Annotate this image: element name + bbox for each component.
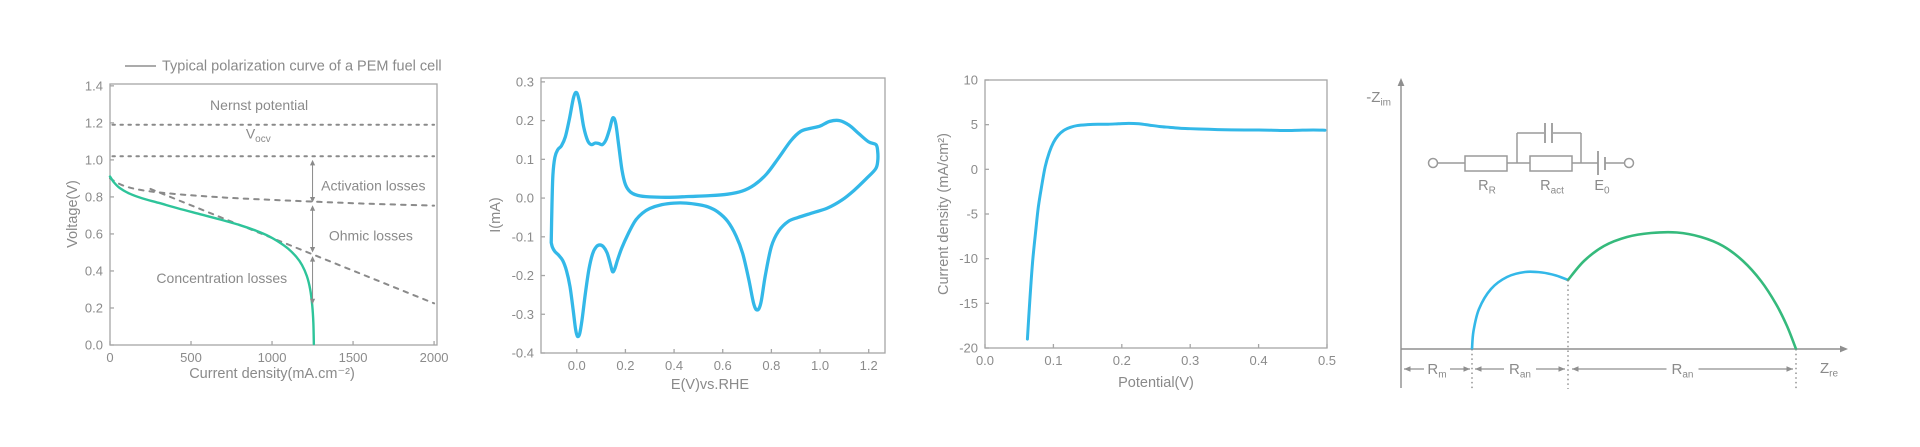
arrow-head [309,159,316,166]
y-tick-label: -0.4 [512,346,534,361]
arrow-head [309,246,316,253]
x-tick-label: 2000 [420,350,449,365]
y-tick-label: 10 [964,73,978,88]
plot-box [540,77,886,354]
arrow-head [1558,366,1565,372]
x-tick-label: 0.2 [1113,353,1131,368]
arrow-head [309,298,316,305]
membrane-arc [1470,270,1570,351]
lsv-curve [1025,121,1327,341]
x-tick-label: 500 [180,350,202,365]
x-tick-label: 1.2 [860,358,878,373]
y-tick-label: 0 [971,162,978,177]
y-tick-label: 0.0 [85,338,103,353]
ohmic-loss-line [149,187,436,305]
y-tick-label: 0.3 [516,74,534,89]
y-tick-label: -15 [959,296,978,311]
x-tick-label: 0.4 [1250,353,1268,368]
x-tick-label: 0.1 [1044,353,1062,368]
x-tick-label: 0.6 [714,358,732,373]
arrow-head [1572,366,1579,372]
y-tick-label: 0.2 [516,113,534,128]
y-tick-label: 0.4 [85,263,103,278]
chart-nyquist-eis: -Zim Zre Rm Ran Ran RR Ract E0 [1366,78,1848,389]
circuit-label: E0 [1594,178,1610,197]
arrow-head [1786,366,1793,372]
y-tick-label: 1.4 [85,78,103,93]
x-tick-label: 0.2 [616,358,634,373]
x-tick-label: 0.0 [568,358,586,373]
y-tick-label: 5 [971,117,978,132]
terminal-circle [1623,157,1635,169]
dim-arrow-label: Rm [1427,361,1446,381]
arrow-head [1404,366,1411,372]
legend-label: Typical polarization curve of a PEM fuel… [162,59,442,75]
annotation: Vocv [246,126,271,146]
x-tick-label: 0.0 [976,353,994,368]
annotation: Concentration losses [156,270,287,286]
arrow-head [309,196,316,203]
anode-arc [1566,230,1798,351]
y-axis-label: -Zim [1366,89,1391,109]
circuit-label: Ract [1540,178,1564,197]
chart-pem-polarization: 0 500 1000 1500 2000 0.0 0.2 0.4 0.6 0.8 1.0 1.2 1.4… [65,59,449,383]
chart-orr-polarization: 0.0 0.1 0.2 0.3 0.4 0.5 10 5 0 -5 -10 -15 -20 Potenti… [936,73,1336,392]
activation-loss-line [109,177,436,207]
dim-arrow-label: Ran [1672,361,1694,381]
terminal-circle [1427,157,1439,169]
x-tick-label: 1.0 [811,358,829,373]
y-tick-label: -20 [959,341,978,356]
x-axis-label: Potential(V) [1118,375,1194,391]
y-axis-label: Current density (mA/cm²) [936,133,952,295]
x-tick-label: 1000 [258,350,287,365]
resistor-box [1464,155,1508,172]
circuit-label: RR [1478,178,1496,197]
y-tick-label: 0.0 [516,191,534,206]
plot-box [109,83,438,346]
y-tick-label: -0.1 [512,229,534,244]
polarization-curve [108,175,316,346]
annotation: Ohmic losses [329,227,413,243]
x-tick-label: 0.3 [1181,353,1199,368]
y-tick-label: -0.3 [512,307,534,322]
y-tick-label: 0.6 [85,226,103,241]
x-axis-label: Current density(mA.cm⁻²) [189,366,355,382]
arrow-head [1475,366,1482,372]
arrow-head [309,205,316,211]
y-axis-label: I(mA) [488,197,504,232]
x-tick-label: 0.8 [762,358,780,373]
chart-cyclic-voltammogram: 0.0 0.2 0.4 0.6 0.8 1.0 1.2 0.3 0.2 0.1 0.0 -0.1 -0.… [488,74,886,393]
y-tick-label: 0.2 [85,300,103,315]
y-tick-label: 0.1 [516,152,534,167]
y-tick-label: 0.8 [85,189,103,204]
x-axis-label: E(V)vs.RHE [671,377,749,393]
x-tick-label: 1500 [339,350,368,365]
arrow-head [1463,366,1470,372]
y-tick-label: 1.2 [85,115,103,130]
x-tick-label: 0.4 [665,358,683,373]
resistor-box [1529,155,1573,172]
y-axis-label: Voltage(V) [65,180,81,248]
arrow-head [1397,78,1405,86]
y-tick-label: -5 [966,207,978,222]
arrow-head [309,256,316,262]
annotation: Nernst potential [210,97,308,113]
x-tick-label: 0.5 [1318,353,1336,368]
arrow-head [1840,345,1848,353]
y-tick-label: 1.0 [85,152,103,167]
x-tick-label: 0 [106,350,113,365]
dim-arrow-label: Ran [1509,361,1531,381]
cv-curve [549,90,880,339]
annotation: Activation losses [321,177,425,193]
y-tick-label: -0.2 [512,268,534,283]
y-tick-label: -10 [959,251,978,266]
x-axis-label: Zre [1820,360,1839,380]
